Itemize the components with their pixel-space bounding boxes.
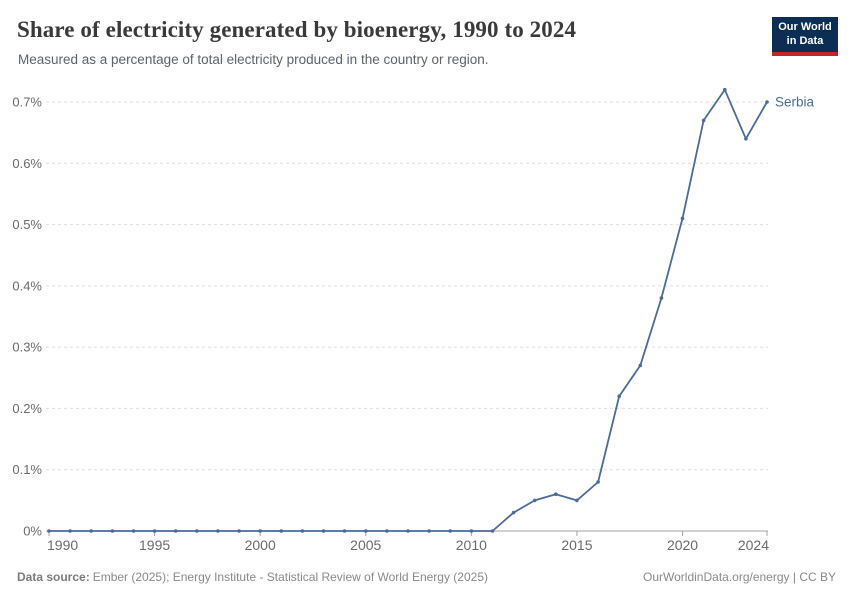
series-label[interactable]: Serbia: [775, 95, 815, 110]
x-tick-label: 1995: [139, 537, 170, 553]
data-point[interactable]: [659, 296, 664, 300]
data-source-label: Data source:: [17, 570, 90, 584]
data-point[interactable]: [173, 529, 178, 533]
data-point[interactable]: [89, 529, 93, 533]
y-tick-label: 0.2%: [12, 401, 42, 416]
y-tick-label: 0%: [23, 524, 42, 539]
data-point[interactable]: [490, 529, 495, 533]
data-point[interactable]: [723, 87, 727, 92]
data-point[interactable]: [300, 529, 305, 533]
owid-logo-line1: Our World: [778, 21, 832, 33]
data-point[interactable]: [131, 529, 136, 533]
data-point[interactable]: [638, 363, 643, 368]
data-point[interactable]: [596, 480, 600, 484]
data-point[interactable]: [68, 529, 72, 533]
data-point[interactable]: [701, 118, 706, 123]
chart-title: Share of electricity generated by bioene…: [17, 17, 577, 42]
x-tick-label: 1990: [47, 537, 78, 553]
data-point[interactable]: [617, 394, 621, 399]
data-point[interactable]: [554, 492, 558, 497]
data-point[interactable]: [532, 498, 537, 503]
data-point[interactable]: [216, 529, 220, 533]
data-point[interactable]: [406, 529, 410, 533]
chart-subtitle: Measured as a percentage of total electr…: [18, 52, 489, 67]
data-point[interactable]: [279, 529, 284, 533]
data-point[interactable]: [575, 498, 579, 503]
data-source-note: Data source: Ember (2025); Energy Institu…: [17, 570, 488, 584]
data-point[interactable]: [744, 137, 748, 141]
attribution: OurWorldinData.org/energy | CC BY: [643, 570, 836, 584]
data-point[interactable]: [469, 529, 474, 533]
owid-logo-box: Our World in Data: [772, 17, 838, 52]
x-tick-label: 2015: [561, 537, 592, 553]
data-point[interactable]: [321, 529, 326, 533]
data-point[interactable]: [385, 529, 389, 533]
y-tick-label: 0.1%: [12, 462, 42, 477]
data-point[interactable]: [258, 529, 263, 533]
data-point[interactable]: [427, 529, 431, 533]
y-tick-label: 0.4%: [12, 278, 42, 293]
data-point[interactable]: [364, 529, 368, 533]
x-tick-label: 2000: [245, 537, 276, 553]
y-tick-label: 0.5%: [12, 217, 42, 232]
y-tick-label: 0.7%: [12, 95, 42, 110]
owid-logo-stripe: [772, 51, 838, 56]
data-point[interactable]: [47, 529, 51, 533]
owid-logo[interactable]: Our World in Data: [772, 17, 838, 56]
data-point[interactable]: [765, 100, 769, 104]
x-tick-label: 2005: [350, 537, 381, 553]
data-point[interactable]: [195, 529, 199, 533]
y-tick-label: 0.6%: [12, 156, 42, 171]
data-point[interactable]: [342, 529, 347, 533]
data-point[interactable]: [511, 510, 516, 515]
data-point[interactable]: [110, 529, 115, 533]
x-tick-label: 2020: [667, 537, 698, 553]
x-tick-label: 2024: [738, 537, 769, 553]
data-point[interactable]: [152, 529, 157, 533]
data-point[interactable]: [448, 529, 453, 533]
x-tick-label: 2010: [456, 537, 487, 553]
data-point[interactable]: [237, 529, 241, 533]
series-line[interactable]: [48, 88, 768, 532]
y-tick-label: 0.3%: [12, 340, 42, 355]
data-source-text: Ember (2025); Energy Institute - Statist…: [92, 570, 488, 584]
data-point[interactable]: [680, 216, 685, 221]
owid-logo-line2: in Data: [786, 34, 824, 47]
